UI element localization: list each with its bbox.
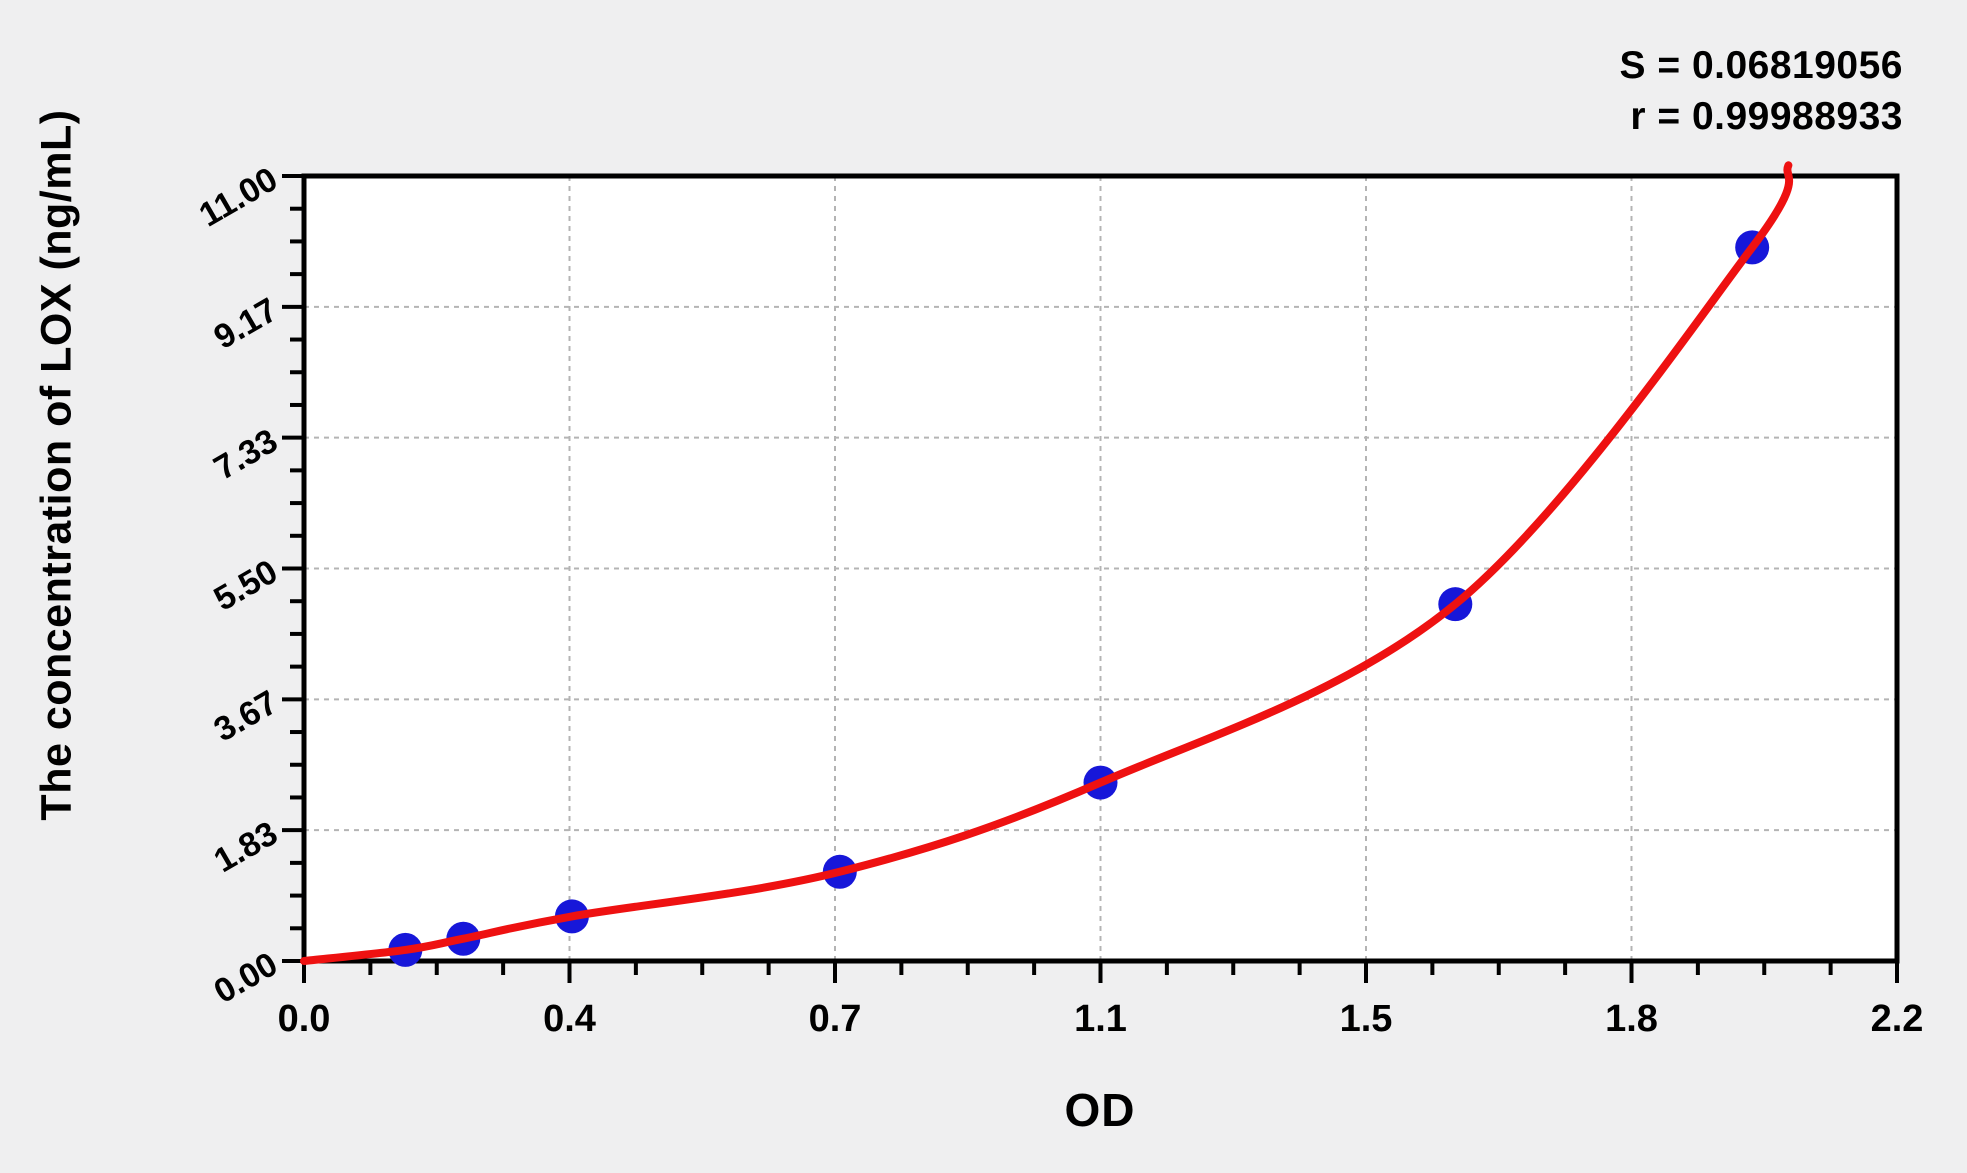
- y-axis-title: The concentration of LOX (ng/mL): [32, 109, 81, 821]
- y-tick-label: 0.00: [208, 945, 284, 1011]
- fit-statistics: S = 0.06819056 r = 0.99988933: [1619, 40, 1903, 143]
- x-tick-label: 1.8: [1605, 998, 1658, 1040]
- x-tick-label: 0.0: [278, 998, 331, 1040]
- x-tick-label: 2.2: [1871, 998, 1924, 1040]
- y-tick-label: 7.33: [208, 422, 284, 488]
- x-axis-title: OD: [1064, 1084, 1136, 1136]
- stat-r-value: r = 0.99988933: [1630, 95, 1903, 139]
- x-tick-label: 0.4: [543, 998, 596, 1040]
- y-tick-label: 9.17: [208, 291, 284, 357]
- stat-s-value: S = 0.06819056: [1619, 44, 1903, 87]
- y-tick-label: 1.83: [208, 814, 284, 880]
- x-tick-label: 1.1: [1074, 998, 1127, 1040]
- x-tick-label: 1.5: [1340, 998, 1393, 1040]
- y-tick-label: 11.00: [193, 160, 284, 235]
- x-tick-label: 0.7: [809, 998, 862, 1040]
- y-tick-label: 5.50: [208, 553, 284, 619]
- fit-curve: [300, 161, 1794, 965]
- y-tick-label: 3.67: [208, 683, 284, 749]
